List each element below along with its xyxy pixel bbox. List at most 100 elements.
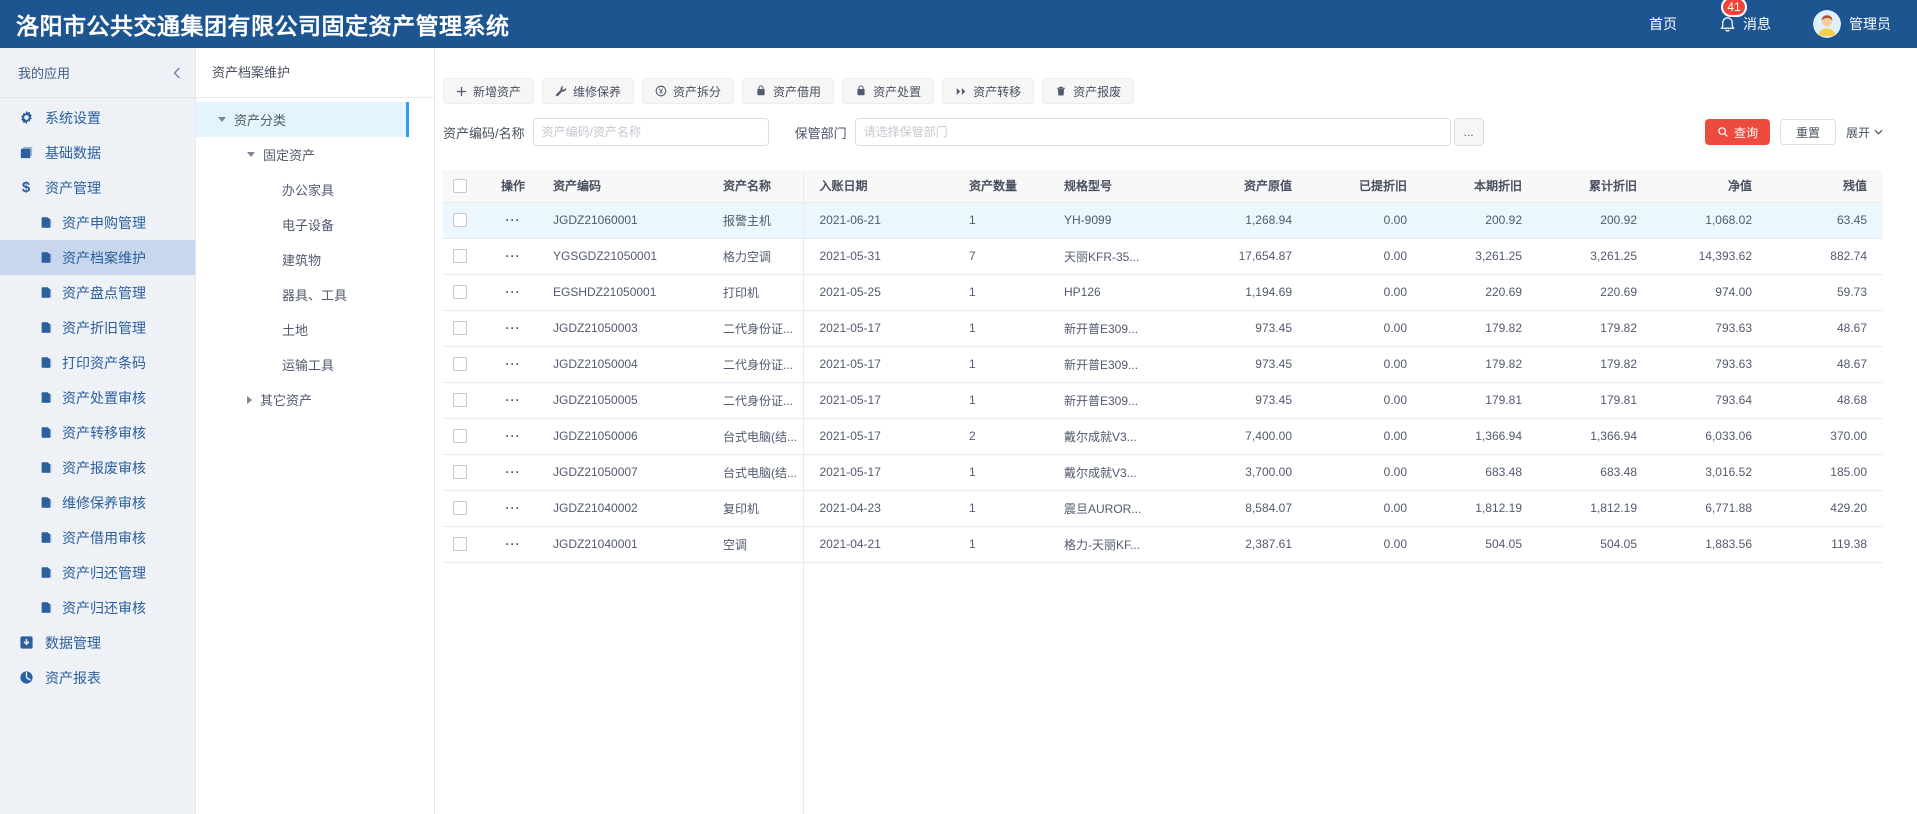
sidebar-item-asset-management[interactable]: $ 资产管理: [0, 170, 195, 205]
sidebar-item-borrow-audit[interactable]: 资产借用审核: [0, 520, 195, 555]
sidebar-item-maintenance-audit[interactable]: 维修保养审核: [0, 485, 195, 520]
period-depreciation-cell: 200.92: [1423, 202, 1538, 239]
row-checkbox[interactable]: [453, 285, 467, 300]
messages-button[interactable]: 41 消息: [1719, 0, 1771, 34]
asset-code-cell: JGDZ21040002: [537, 490, 707, 527]
bag-icon: [855, 85, 867, 97]
sidebar-item-system-settings[interactable]: 系统设置: [0, 100, 195, 135]
row-actions-icon[interactable]: ···: [505, 537, 521, 551]
tree-node-transport[interactable]: 运输工具: [196, 347, 409, 382]
table-row[interactable]: ··· JGDZ21060001 报警主机 2021-06-21 1 YH-90…: [443, 202, 1883, 239]
asset-name-cell: 报警主机: [707, 202, 804, 239]
row-actions-icon[interactable]: ···: [505, 501, 521, 515]
sidebar-item-asset-inventory[interactable]: 资产盘点管理: [0, 275, 195, 310]
row-checkbox[interactable]: [453, 537, 467, 552]
row-checkbox[interactable]: [453, 429, 467, 444]
asset-disposal-button[interactable]: 资产处置: [842, 78, 935, 104]
tree-node-label: 运输工具: [282, 358, 335, 373]
table-row[interactable]: ··· JGDZ21050005 二代身份证... 2021-05-17 1 新…: [443, 382, 1883, 419]
tree-node-label: 电子设备: [282, 218, 335, 233]
row-actions-icon[interactable]: ···: [505, 321, 521, 335]
asset-scrap-button[interactable]: 资产报废: [1042, 78, 1135, 104]
asset-code-cell: JGDZ21050004: [537, 346, 707, 383]
doc-icon: [38, 496, 54, 509]
tree-node-electronic-equipment[interactable]: 电子设备: [196, 207, 409, 242]
row-checkbox[interactable]: [453, 393, 467, 408]
asset-borrow-button[interactable]: 资产借用: [742, 78, 835, 104]
tree-node-fixed-assets[interactable]: 固定资产: [196, 137, 409, 172]
user-menu[interactable]: 管理员: [1813, 10, 1891, 38]
dollar-icon: $: [21, 179, 31, 196]
sidebar-item-data-management[interactable]: 数据管理: [0, 625, 195, 660]
row-actions-icon[interactable]: ···: [505, 393, 521, 407]
original-value-cell: 1,194.69: [1193, 274, 1308, 311]
table-row[interactable]: ··· JGDZ21050003 二代身份证... 2021-05-17 1 新…: [443, 310, 1883, 347]
tree-node-label: 办公家具: [282, 183, 335, 198]
row-checkbox[interactable]: [453, 501, 467, 516]
maintenance-button[interactable]: 维修保养: [542, 78, 635, 104]
sidebar-item-return-management[interactable]: 资产归还管理: [0, 555, 195, 590]
col-asset-name: 资产名称: [707, 170, 804, 203]
row-checkbox[interactable]: [453, 321, 467, 336]
tree-node-asset-category[interactable]: 资产分类: [196, 102, 409, 137]
asset-split-button[interactable]: 资产拆分: [642, 78, 735, 104]
accumulated-depreciation-cell: 1,366.94: [1538, 418, 1653, 455]
dept-select-input[interactable]: [854, 118, 1451, 146]
table-row[interactable]: ··· JGDZ21040001 空调 2021-04-21 1 格力-天丽KF…: [443, 526, 1883, 563]
sidebar-item-print-barcode[interactable]: 打印资产条码: [0, 345, 195, 380]
reset-button[interactable]: 重置: [1779, 119, 1836, 145]
row-checkbox[interactable]: [453, 357, 467, 372]
table-body: ··· JGDZ21060001 报警主机 2021-06-21 1 YH-90…: [443, 202, 1883, 563]
sidebar-item-base-data[interactable]: 基础数据: [0, 135, 195, 170]
sidebar-item-asset-reports[interactable]: 资产报表: [0, 660, 195, 695]
row-checkbox[interactable]: [453, 213, 467, 228]
dept-picker-button[interactable]: ...: [1453, 118, 1484, 146]
asset-transfer-button[interactable]: 资产转移: [942, 78, 1035, 104]
expand-toggle[interactable]: 展开: [1846, 124, 1883, 141]
tree-node-buildings[interactable]: 建筑物: [196, 242, 409, 277]
row-actions-icon[interactable]: ···: [505, 285, 521, 299]
add-asset-button[interactable]: 新增资产: [443, 78, 535, 104]
table-row[interactable]: ··· JGDZ21040002 复印机 2021-04-23 1 震旦AURO…: [443, 490, 1883, 527]
table-row[interactable]: ··· YGSGDZ21050001 格力空调 2021-05-31 7 天丽K…: [443, 238, 1883, 275]
depreciated-cell: 0.00: [1308, 526, 1423, 563]
sidebar-item-asset-depreciation[interactable]: 资产折旧管理: [0, 310, 195, 345]
sidebar-item-scrap-audit[interactable]: 资产报废审核: [0, 450, 195, 485]
original-value-cell: 973.45: [1193, 382, 1308, 419]
asset-code-input[interactable]: [532, 118, 769, 146]
nav-home-link[interactable]: 首页: [1649, 16, 1677, 32]
row-actions-icon[interactable]: ···: [505, 429, 521, 443]
col-depreciated: 已提折旧: [1308, 170, 1423, 203]
messages-label: 消息: [1743, 16, 1771, 32]
row-actions-icon[interactable]: ···: [505, 213, 521, 227]
row-actions-icon[interactable]: ···: [505, 465, 521, 479]
sidebar-item-asset-archive[interactable]: 资产档案维护: [0, 240, 195, 275]
col-asset-code: 资产编码: [537, 170, 707, 203]
sidebar-item-disposal-audit[interactable]: 资产处置审核: [0, 380, 195, 415]
select-all-checkbox[interactable]: [453, 179, 467, 194]
tree-node-land[interactable]: 土地: [196, 312, 409, 347]
row-checkbox[interactable]: [453, 465, 467, 480]
tree-node-other-assets[interactable]: 其它资产: [196, 382, 409, 417]
tree-node-tools[interactable]: 器具、工具: [196, 277, 409, 312]
original-value-cell: 17,654.87: [1193, 238, 1308, 275]
row-checkbox[interactable]: [453, 249, 467, 264]
original-value-cell: 973.45: [1193, 310, 1308, 347]
row-actions-icon[interactable]: ···: [505, 357, 521, 371]
sidebar-item-asset-purchase[interactable]: 资产申购管理: [0, 205, 195, 240]
query-button[interactable]: 查询: [1704, 119, 1770, 145]
table-row[interactable]: ··· JGDZ21050004 二代身份证... 2021-05-17 1 新…: [443, 346, 1883, 383]
sidebar-item-transfer-audit[interactable]: 资产转移审核: [0, 415, 195, 450]
row-actions-icon[interactable]: ···: [505, 249, 521, 263]
sidebar-item-label: 资产处置审核: [62, 389, 146, 406]
tree-node-office-furniture[interactable]: 办公家具: [196, 172, 409, 207]
net-value-cell: 6,033.06: [1653, 418, 1768, 455]
sidebar-item-return-audit[interactable]: 资产归还审核: [0, 590, 195, 625]
table-row[interactable]: ··· JGDZ21050007 台式电脑(结... 2021-05-17 1 …: [443, 454, 1883, 491]
collapse-sidebar-button[interactable]: [173, 67, 181, 79]
toolbar: 新增资产 维修保养 资产拆分 资产借用 资产处置 资产转移 资产报废: [443, 78, 1883, 104]
table-row[interactable]: ··· JGDZ21050006 台式电脑(结... 2021-05-17 2 …: [443, 418, 1883, 455]
table-row[interactable]: ··· EGSHDZ21050001 打印机 2021-05-25 1 HP12…: [443, 274, 1883, 311]
net-value-cell: 793.64: [1653, 382, 1768, 419]
